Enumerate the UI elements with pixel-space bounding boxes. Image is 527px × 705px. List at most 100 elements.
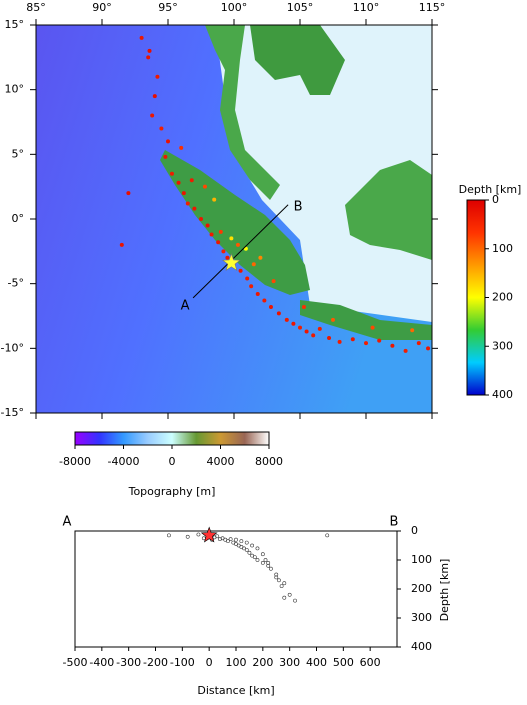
- earthquake: [221, 249, 226, 254]
- earthquake: [249, 284, 254, 289]
- depth-colorbar-tick-label: 100: [492, 242, 513, 255]
- earthquake: [331, 317, 335, 322]
- y-tick-label: 300: [411, 611, 432, 624]
- earthquake: [150, 113, 155, 118]
- depth-colorbar-tick-label: 400: [492, 388, 513, 401]
- earthquake: [317, 326, 322, 331]
- earthquake: [146, 55, 151, 60]
- earthquake: [311, 333, 316, 338]
- hypocenter: [250, 543, 255, 548]
- earthquake: [235, 242, 240, 247]
- earthquake: [271, 279, 276, 284]
- earthquake: [163, 154, 168, 159]
- earthquake: [377, 338, 382, 343]
- hypocenter: [196, 532, 201, 537]
- earthquake: [390, 343, 395, 348]
- hypocenter: [277, 578, 281, 583]
- hypocenter: [266, 563, 271, 568]
- earthquake: [147, 48, 152, 53]
- earthquake: [284, 317, 289, 322]
- hypocenter: [260, 561, 265, 565]
- topography-colorbar-tick-label: -4000: [108, 455, 140, 468]
- depth-colorbar-tick-label: 200: [492, 291, 513, 304]
- topography-colorbar-tick-label: 8000: [255, 455, 283, 468]
- earthquake: [245, 276, 250, 281]
- earthquake: [169, 171, 174, 176]
- earthquake: [258, 255, 263, 260]
- lon-tick-label: 110°: [353, 1, 380, 14]
- x-tick-label: -100: [170, 656, 195, 669]
- earthquake: [403, 348, 408, 353]
- lat-tick-label: 5°: [12, 147, 25, 160]
- earthquake: [139, 35, 144, 40]
- topography-colorbar-tick-label: 0: [169, 455, 176, 468]
- hypocenter: [239, 539, 244, 544]
- earthquake: [202, 184, 207, 189]
- depth-colorbar-title: Depth [km]: [459, 183, 522, 196]
- x-axis-label: Distance [km]: [197, 684, 274, 697]
- hypocenter: [263, 558, 268, 562]
- earthquake: [192, 206, 197, 211]
- earthquake: [185, 201, 190, 206]
- hypocenter: [287, 592, 292, 597]
- depth-colorbar-tick-label: 0: [492, 193, 499, 206]
- earthquake: [327, 335, 332, 340]
- earthquake: [181, 191, 186, 196]
- earthquake: [152, 94, 157, 99]
- earthquake: [262, 298, 267, 303]
- earthquake: [291, 321, 296, 326]
- hypocenter: [215, 534, 220, 539]
- lat-tick-label: -5°: [8, 277, 24, 290]
- section-star: [200, 526, 218, 543]
- y-tick-label: 200: [411, 582, 432, 595]
- hypocenter: [167, 533, 171, 538]
- lon-tick-label: 90°: [92, 1, 112, 14]
- earthquake: [298, 325, 302, 330]
- hypocenter: [255, 558, 260, 562]
- section-end-label: B: [390, 515, 399, 530]
- earthquake: [166, 139, 170, 144]
- lat-tick-label: 0°: [12, 212, 25, 225]
- earthquake: [205, 223, 210, 228]
- earthquake: [304, 329, 309, 334]
- y-axis-label: Depth [km]: [438, 559, 451, 622]
- hypocenter: [244, 540, 249, 545]
- hypocenter: [228, 537, 233, 542]
- earthquake: [209, 232, 214, 237]
- earthquake: [176, 180, 181, 185]
- hypocenter: [260, 552, 265, 557]
- x-tick-label: 400: [306, 656, 327, 669]
- lat-tick-label: 15°: [5, 18, 25, 31]
- earthquake: [350, 337, 355, 342]
- y-tick-label: 0: [411, 524, 418, 537]
- lon-tick-label: 95°: [158, 1, 178, 14]
- earthquake: [268, 304, 273, 309]
- topography-colorbar-tick-label: 4000: [207, 455, 235, 468]
- earthquake: [370, 325, 375, 330]
- hypocenter: [252, 555, 257, 560]
- map-background: [36, 25, 432, 413]
- hypocenter: [226, 539, 230, 544]
- earthquake: [426, 346, 431, 351]
- hypocenter: [185, 534, 190, 539]
- topography-colorbar-title: Topography [m]: [128, 485, 216, 498]
- x-tick-label: -400: [89, 656, 114, 669]
- y-tick-label: 400: [411, 640, 432, 653]
- earthquake: [126, 191, 131, 196]
- x-tick-label: 600: [360, 656, 381, 669]
- earthquake: [255, 292, 260, 297]
- lat-tick-label: -10°: [1, 341, 24, 354]
- earthquake: [410, 328, 415, 333]
- earthquake: [159, 126, 164, 131]
- topography-colorbar-tick-label: -8000: [59, 455, 91, 468]
- lon-tick-label: 105°: [287, 1, 314, 14]
- x-tick-label: 300: [279, 656, 300, 669]
- hypocenter: [255, 546, 260, 551]
- lat-tick-label: 10°: [5, 83, 25, 96]
- earthquake: [155, 74, 160, 79]
- earthquake: [216, 240, 221, 245]
- earthquake: [229, 236, 234, 241]
- earthquake: [225, 255, 230, 260]
